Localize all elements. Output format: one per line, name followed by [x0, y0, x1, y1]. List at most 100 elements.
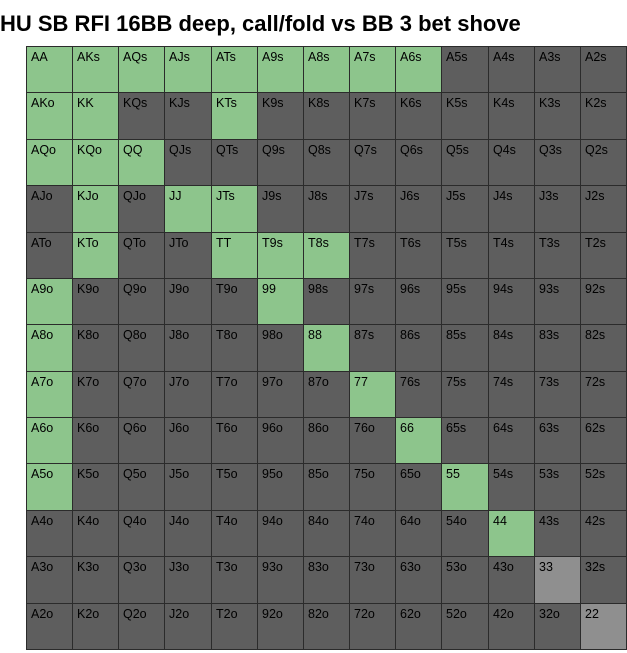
hand-cell: Q3s	[535, 140, 581, 186]
hand-label: 94o	[262, 514, 283, 528]
hand-cell: Q8o	[119, 325, 165, 372]
hand-cell: 97o	[258, 372, 304, 418]
hand-cell: 43s	[535, 511, 581, 557]
hand-label: TT	[216, 236, 232, 250]
hand-label: J8s	[308, 189, 328, 203]
hand-label: KJs	[169, 96, 190, 110]
hand-cell: KJs	[165, 93, 212, 140]
hand-label: Q3s	[539, 143, 562, 157]
hand-label: 96o	[262, 421, 283, 435]
hand-cell: JTo	[165, 233, 212, 279]
hand-cell: T2s	[581, 233, 627, 279]
hand-cell: K5o	[73, 464, 119, 511]
hand-label: 75o	[354, 467, 375, 481]
hand-label: 52o	[446, 607, 467, 621]
hand-cell: 77	[350, 372, 396, 418]
hand-cell: 83s	[535, 325, 581, 372]
hand-label: 76o	[354, 421, 375, 435]
hand-cell: 84o	[304, 511, 350, 557]
hand-cell: 86o	[304, 418, 350, 464]
hand-label: 97s	[354, 282, 375, 296]
hand-label: 84o	[308, 514, 329, 528]
hand-cell: Q5s	[442, 140, 489, 186]
hand-label: AQs	[123, 50, 148, 64]
hand-label: 32s	[585, 560, 606, 574]
hand-cell: AKs	[73, 47, 119, 93]
hand-cell: 98s	[304, 279, 350, 325]
hand-label: A2o	[31, 607, 54, 621]
hand-label: J7s	[354, 189, 374, 203]
hand-label: 84s	[493, 328, 514, 342]
hand-label: ATs	[216, 50, 236, 64]
chart-title: HU SB RFI 16BB deep, call/fold vs BB 3 b…	[0, 11, 521, 36]
hand-cell: K2o	[73, 604, 119, 650]
hand-label: A3o	[31, 560, 54, 574]
hand-label: 74s	[493, 375, 514, 389]
hand-cell: Q6s	[396, 140, 442, 186]
hand-cell: J7o	[165, 372, 212, 418]
hand-cell: 33	[535, 557, 581, 604]
hand-cell: 32o	[535, 604, 581, 650]
hand-cell: 84s	[489, 325, 535, 372]
hand-cell: Q8s	[304, 140, 350, 186]
hand-cell: Q2s	[581, 140, 627, 186]
hand-cell: TT	[212, 233, 258, 279]
hand-cell: QJs	[165, 140, 212, 186]
hand-label: K8o	[77, 328, 100, 342]
hand-label: KQs	[123, 96, 148, 110]
hand-cell: AJo	[27, 186, 73, 233]
hand-label: A2s	[585, 50, 607, 64]
hand-cell: Q7s	[350, 140, 396, 186]
hand-label: T8s	[308, 236, 329, 250]
hand-cell: K7o	[73, 372, 119, 418]
hand-cell: 72o	[350, 604, 396, 650]
hand-cell: 74o	[350, 511, 396, 557]
hand-label: 82o	[308, 607, 329, 621]
hand-cell: 86s	[396, 325, 442, 372]
hand-cell: Q7o	[119, 372, 165, 418]
hand-label: 87s	[354, 328, 375, 342]
hand-label: 95o	[262, 467, 283, 481]
hand-label: J3s	[539, 189, 559, 203]
hand-label: K8s	[308, 96, 330, 110]
hand-cell: J5s	[442, 186, 489, 233]
hand-cell: 55	[442, 464, 489, 511]
hand-label: 98s	[308, 282, 329, 296]
hand-cell: K9o	[73, 279, 119, 325]
hand-label: J4o	[169, 514, 190, 528]
hand-cell: T8o	[212, 325, 258, 372]
hand-cell: 72s	[581, 372, 627, 418]
hand-label: T5s	[446, 236, 467, 250]
hand-cell: 54s	[489, 464, 535, 511]
hand-label: K3s	[539, 96, 561, 110]
hand-cell: 75o	[350, 464, 396, 511]
hand-cell: 93s	[535, 279, 581, 325]
hand-label: Q9o	[123, 282, 147, 296]
hand-label: 72s	[585, 375, 606, 389]
hand-cell: AQo	[27, 140, 73, 186]
hand-label: J6s	[400, 189, 420, 203]
hand-cell: 97s	[350, 279, 396, 325]
hand-label: KJo	[77, 189, 99, 203]
hand-cell: 42s	[581, 511, 627, 557]
hand-cell: K6o	[73, 418, 119, 464]
hand-label: T4s	[493, 236, 514, 250]
hand-label: Q6s	[400, 143, 423, 157]
hand-label: Q9s	[262, 143, 285, 157]
hand-cell: J8o	[165, 325, 212, 372]
hand-cell: 43o	[489, 557, 535, 604]
hand-label: 64o	[400, 514, 421, 528]
hand-label: KTo	[77, 236, 99, 250]
hand-label: 42o	[493, 607, 514, 621]
hand-cell: A3o	[27, 557, 73, 604]
hand-cell: 44	[489, 511, 535, 557]
hand-cell: K8s	[304, 93, 350, 140]
hand-cell: K2s	[581, 93, 627, 140]
hand-cell: 53s	[535, 464, 581, 511]
hand-label: KTs	[216, 96, 237, 110]
hand-cell: J2o	[165, 604, 212, 650]
hand-label: 85o	[308, 467, 329, 481]
hand-cell: 65o	[396, 464, 442, 511]
hand-label: QJs	[169, 143, 192, 157]
hand-label: 97o	[262, 375, 283, 389]
